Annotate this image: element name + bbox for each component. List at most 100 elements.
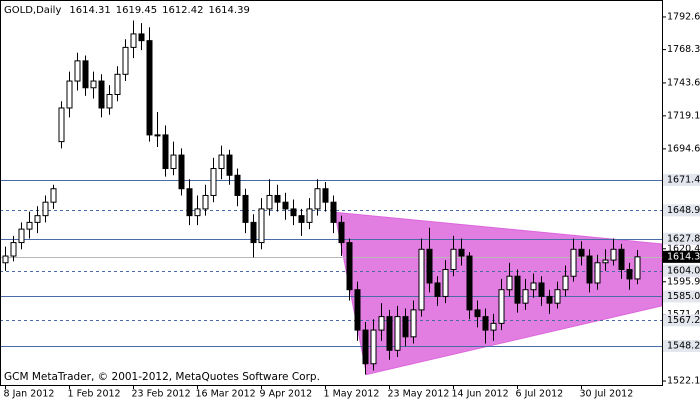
candle-body (202, 194, 209, 210)
level-label: 1585.00 (667, 291, 700, 302)
candle-body (618, 248, 625, 271)
candle-body (322, 188, 329, 203)
candle-body (378, 316, 385, 331)
candle-body (10, 242, 17, 257)
candle-body (234, 174, 241, 196)
candle-body (90, 80, 97, 89)
candle-body (242, 194, 249, 223)
candle-body (426, 248, 433, 284)
candle-body (338, 221, 345, 244)
candle-body (482, 316, 489, 331)
x-tick-label: 8 Jan 2012 (4, 389, 55, 400)
y-tick-label: 1792.60 (667, 11, 700, 22)
level-label-box (663, 339, 700, 352)
candle-body (602, 259, 609, 264)
candle-body (274, 194, 281, 203)
candle-body (330, 201, 337, 223)
level-label-box (663, 290, 700, 303)
candle-body (58, 107, 65, 143)
candle-body (610, 248, 617, 261)
candle-body (106, 94, 113, 109)
candle-body (514, 275, 521, 304)
x-tick-label: 14 Jun 2012 (452, 389, 509, 400)
candle-body (306, 208, 313, 223)
layer-main (2, 20, 641, 375)
level-label-box (663, 314, 700, 327)
candle-body (146, 40, 153, 136)
candle-body (442, 269, 449, 297)
candle-body (522, 289, 529, 304)
candle-body (74, 60, 81, 82)
candle-body (466, 255, 473, 311)
level-label: 1648.93 (667, 205, 700, 216)
y-tick-label: 1694.60 (667, 143, 700, 154)
y-tick-label: 1620.40 (667, 243, 700, 254)
candle-body (42, 201, 49, 217)
y-tick-label: 1719.15 (667, 110, 700, 121)
x-tick-label: 1 Feb 2012 (68, 389, 121, 400)
candle-body (138, 33, 145, 42)
candle-body (418, 248, 425, 311)
candle-body (314, 188, 321, 210)
candle-body (266, 194, 273, 210)
plot-frame (0, 0, 663, 386)
close: 1614.39 (208, 5, 249, 16)
x-tick-label: 16 Mar 2012 (196, 389, 256, 400)
candle-body (26, 221, 33, 230)
candle-body (578, 248, 585, 257)
candle-body (626, 269, 633, 280)
candle-body (562, 275, 569, 291)
candle-body (346, 242, 353, 291)
candle-body (354, 289, 361, 331)
candle-body (538, 282, 545, 297)
candle-body (218, 154, 225, 170)
candle-body (186, 188, 193, 217)
candle-body (122, 46, 129, 75)
candle-body (594, 262, 601, 284)
candle-body (282, 201, 289, 210)
candle-body (34, 215, 41, 223)
level-label: 1567.22 (667, 315, 700, 326)
level-label-box (663, 232, 700, 245)
y-tick-label: 1522.14 (667, 376, 700, 387)
candle-body (178, 154, 185, 190)
candle-body (114, 73, 121, 96)
y-tick-label: 1768.35 (667, 44, 700, 55)
candle-body (82, 60, 89, 89)
candle-body (570, 248, 577, 277)
level-label: 1548.20 (667, 340, 700, 351)
candle-body (130, 33, 137, 48)
candle-body (210, 168, 217, 196)
symbol: GOLD,Daily (4, 5, 61, 16)
candle-body (506, 275, 513, 291)
candle-body (498, 289, 505, 324)
y-tick-label: 1743.60 (667, 77, 700, 88)
current-price-label: 1614.39 (667, 251, 700, 262)
candle-body (298, 215, 305, 223)
level-label-box (663, 174, 700, 187)
high: 1619.45 (116, 5, 157, 16)
candle-body (226, 154, 233, 176)
candle-body (258, 208, 265, 244)
candle-body (490, 322, 497, 331)
candle-body (586, 255, 593, 284)
candle-body (634, 256, 641, 280)
copyright: GCM MetaTrader, © 2001-2012, MetaQuotes … (4, 371, 320, 383)
level-label-box (663, 204, 700, 217)
y-tick-label: 1595.90 (667, 276, 700, 287)
candle-body (98, 80, 105, 109)
current-price-box (663, 250, 700, 263)
candle-body (50, 188, 57, 203)
candle-body (66, 80, 73, 109)
x-tick-label: 23 May 2012 (388, 389, 450, 400)
x-tick-label: 23 Feb 2012 (132, 389, 191, 400)
candle-body (394, 316, 401, 351)
candle-body (434, 282, 441, 297)
candle-body (546, 295, 553, 304)
candle-body (170, 154, 177, 170)
candle-body (474, 309, 481, 318)
candle-body (554, 289, 561, 304)
level-label: 1604.00 (667, 265, 700, 276)
